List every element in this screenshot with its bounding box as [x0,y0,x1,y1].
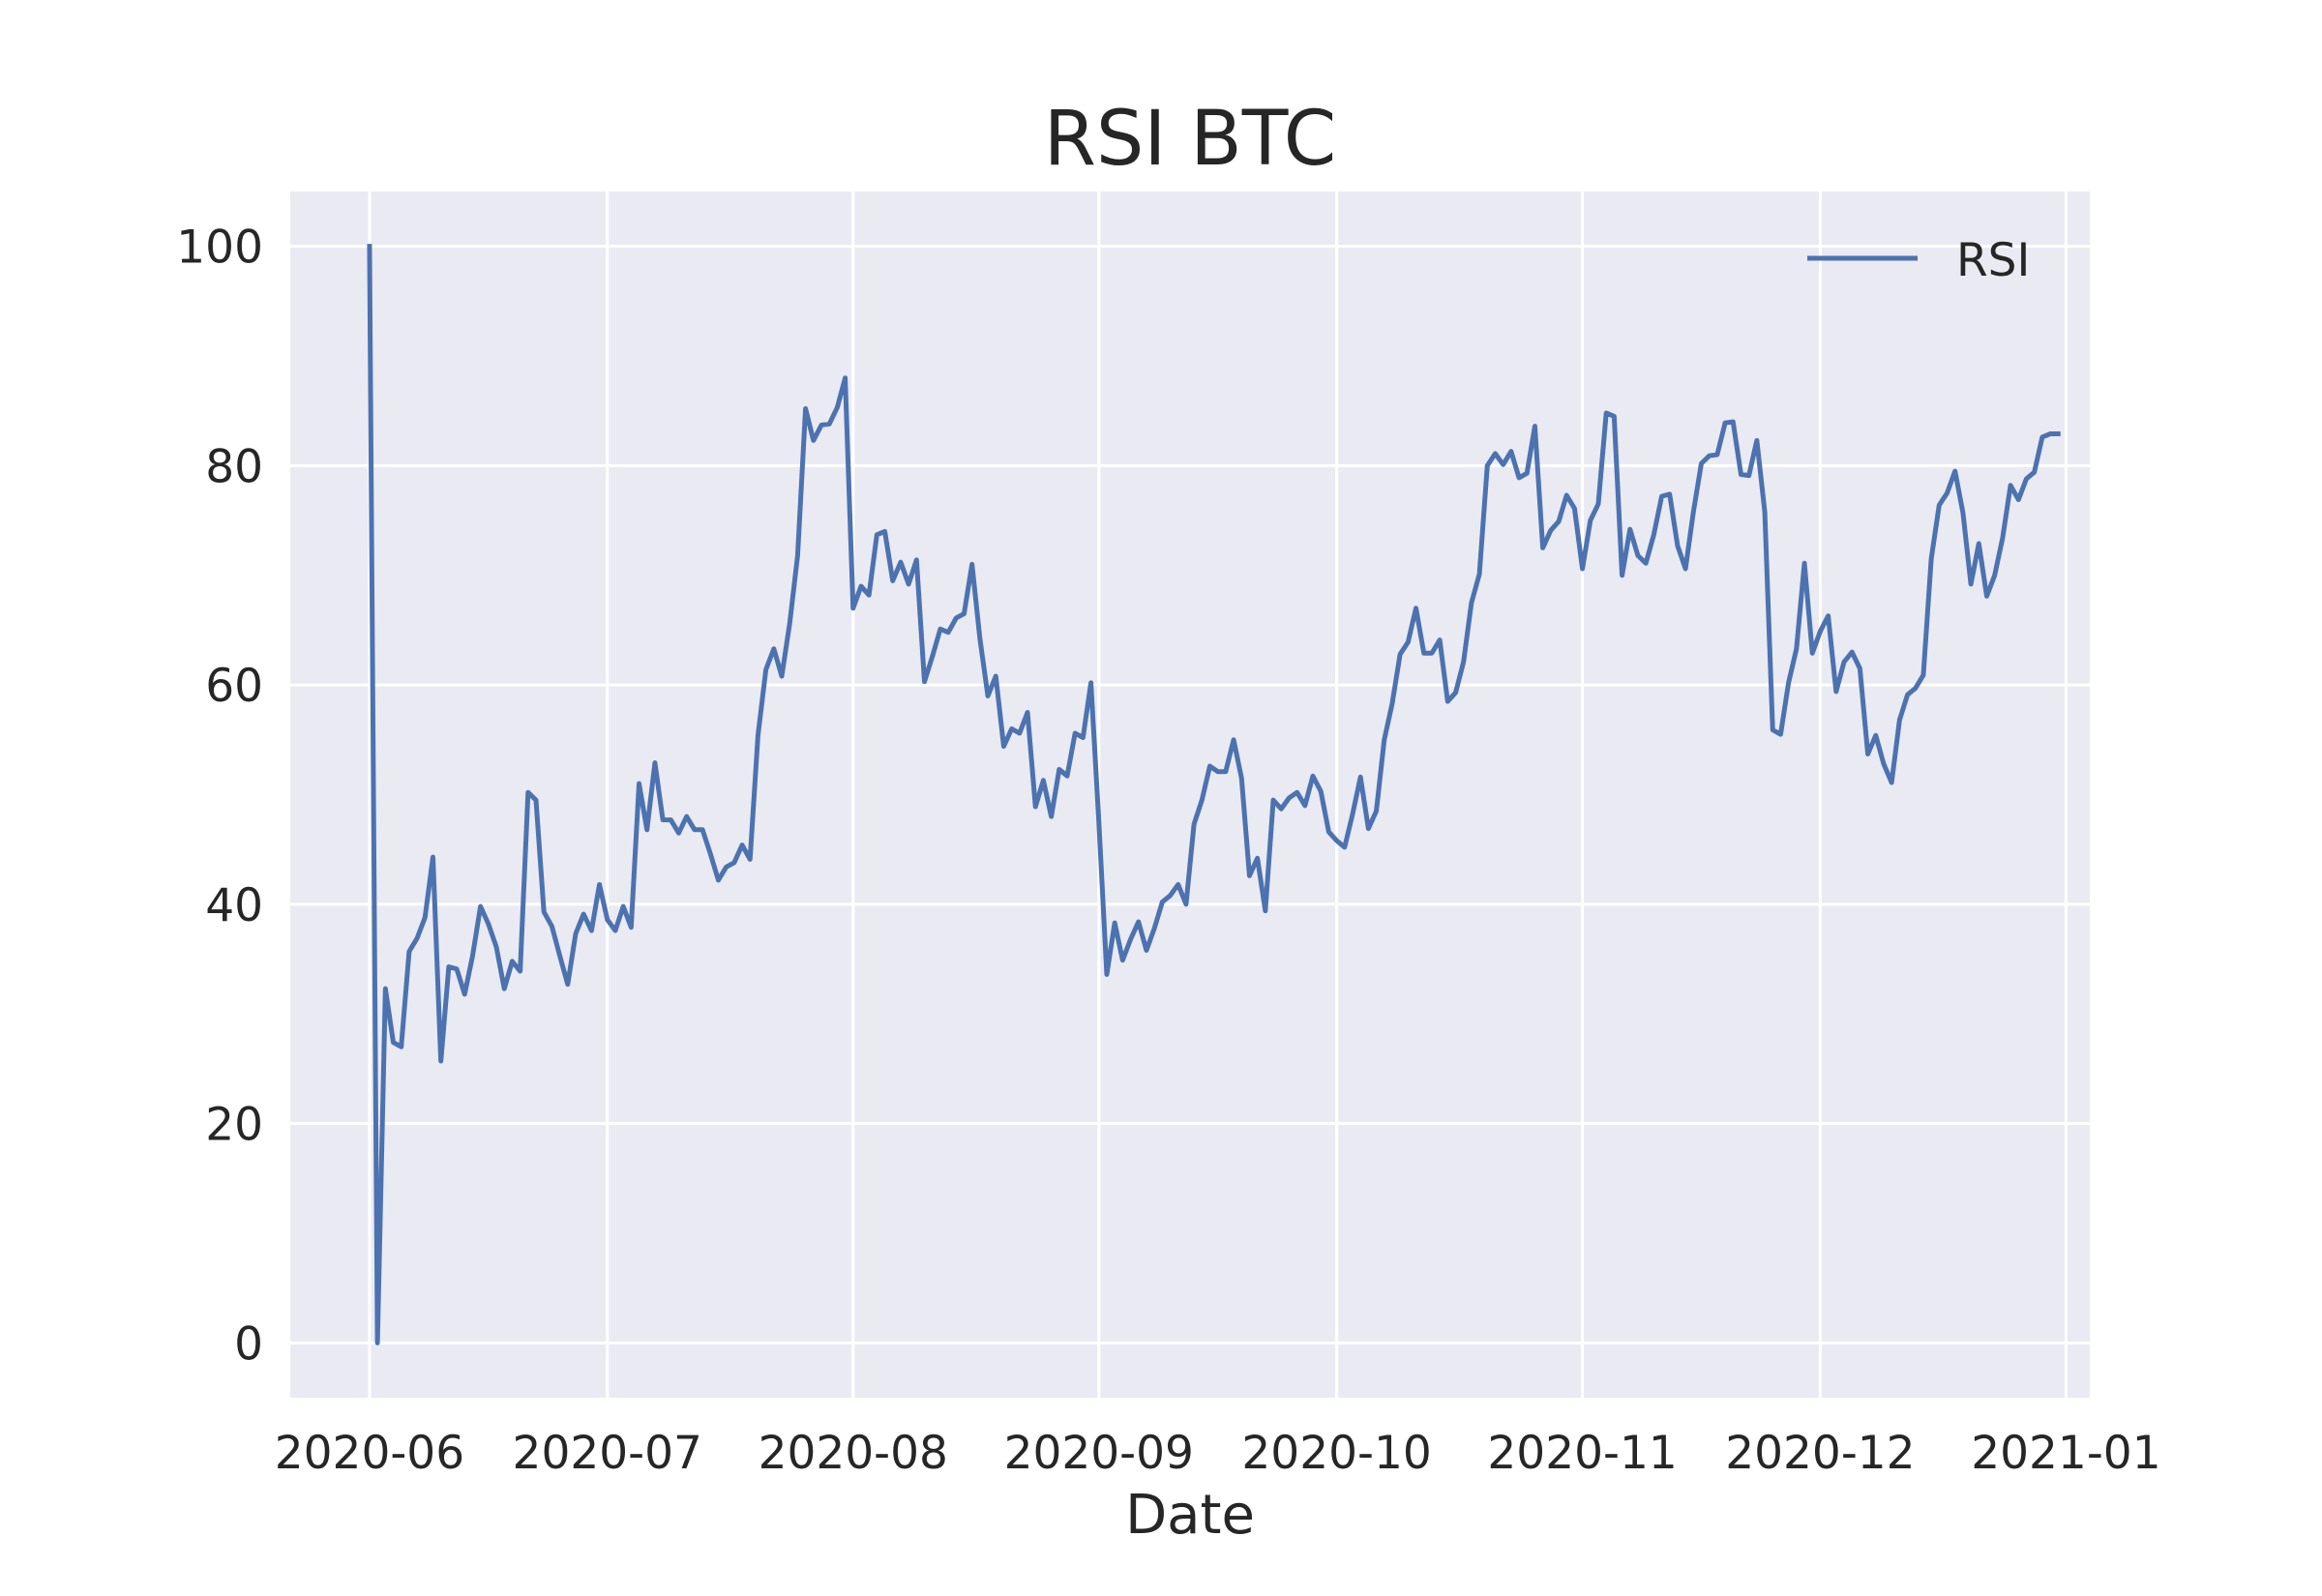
x-tick-label: 2020-09 [1004,1427,1194,1480]
grid-lines [290,192,2090,1398]
series-line-rsi [367,244,2061,1345]
y-tick-label: 60 [205,660,263,713]
plot-area [290,192,2090,1398]
y-tick-label: 40 [205,879,263,932]
x-axis-label: Date [1125,1484,1255,1547]
x-tick-label: 2020-07 [513,1427,702,1480]
chart-title: RSI BTC [1044,96,1337,183]
x-tick-label: 2020-11 [1487,1427,1677,1480]
legend-label-rsi: RSI [1956,234,2030,287]
x-tick-label: 2020-08 [759,1427,948,1480]
x-tick-label: 2020-12 [1725,1427,1915,1480]
x-tick-label: 2020-06 [275,1427,464,1480]
y-tick-label: 80 [205,440,263,493]
y-tick-label: 20 [205,1099,263,1152]
y-tick-label: 100 [176,222,263,275]
x-tick-label: 2021-01 [1971,1427,2160,1480]
tick-labels: 2020-06 2020-07 2020-08 2020-09 2020-10 2020-… [176,222,2160,1480]
y-tick-label: 0 [234,1317,263,1371]
legend: RSI [1807,234,2030,287]
series-layer [367,244,2061,1345]
x-tick-label: 2020-10 [1241,1427,1431,1480]
